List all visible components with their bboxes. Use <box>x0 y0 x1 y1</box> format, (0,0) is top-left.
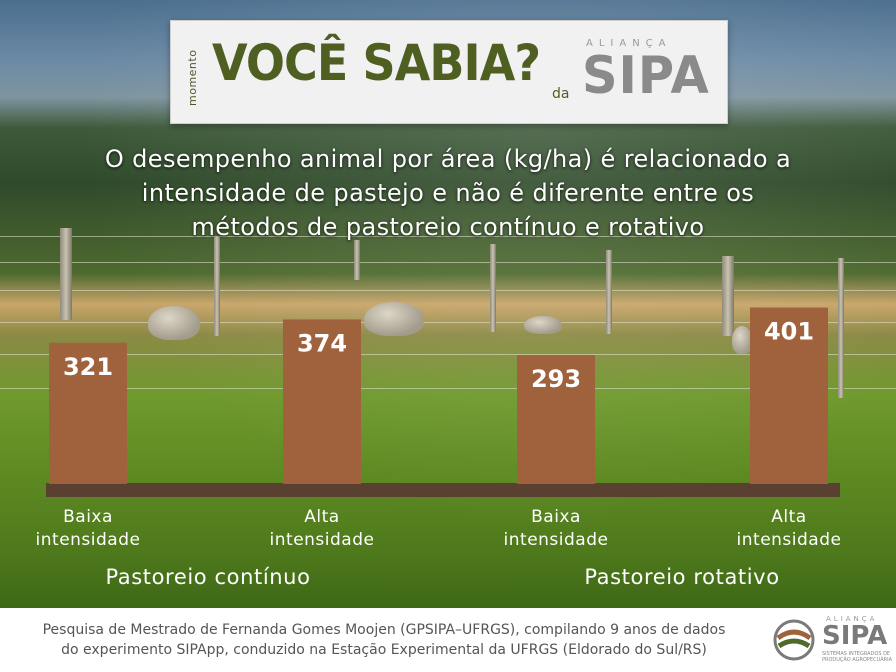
category-label-line1-0: Baixa <box>63 507 113 527</box>
rock <box>148 306 200 340</box>
footer: Pesquisa de Mestrado de Fernanda Gomes M… <box>0 608 896 672</box>
bars-group: 321 374 293 401 <box>49 307 828 484</box>
footer-sipa-logo: SIPA <box>822 621 888 651</box>
chart-subtitle: O desempenho animal por área (kg/ha) é r… <box>20 142 876 244</box>
fence-post <box>722 256 734 336</box>
bar-value-label-1: 374 <box>297 329 347 357</box>
footer-alianca-label: ALIANÇA <box>826 615 878 623</box>
rock <box>732 326 752 354</box>
bar-3 <box>750 307 828 484</box>
fence-wire <box>0 354 896 355</box>
title-da-label: da <box>552 86 570 102</box>
group-label-rotativo: Pastoreio rotativo <box>584 565 779 589</box>
group-label-continuo: Pastoreio contínuo <box>105 565 310 589</box>
footer-line-2: do experimento SIPApp, conduzido na Esta… <box>61 642 707 658</box>
subtitle-line: intensidade de pastejo e não é diferente… <box>141 179 755 207</box>
bar-value-label-0: 321 <box>63 353 113 381</box>
fence-post <box>606 250 612 334</box>
sipa-logo-icon <box>773 619 815 661</box>
category-label-line2-0: intensidade <box>36 530 141 550</box>
category-label-line1-2: Baixa <box>531 507 581 527</box>
fence-wire <box>0 388 896 389</box>
category-label-line2-2: intensidade <box>504 530 609 550</box>
fence-wire <box>0 322 896 323</box>
category-label-line2-3: intensidade <box>737 530 842 550</box>
category-label-line1-1: Alta <box>304 507 339 527</box>
page-title: VOCÊ SABIA? <box>212 34 541 92</box>
fence-post <box>354 240 360 280</box>
title-banner <box>170 20 728 124</box>
bar-2 <box>517 355 595 484</box>
category-labels: Baixa intensidade Alta intensidade Baixa inte… <box>36 507 842 550</box>
fence-post <box>490 244 496 332</box>
chart-baseline <box>46 483 840 497</box>
bar-value-label-2: 293 <box>531 365 581 393</box>
bar-0 <box>49 342 127 484</box>
category-label-line1-3: Alta <box>771 507 806 527</box>
bar-value-label-3: 401 <box>764 318 814 346</box>
rock <box>364 302 424 336</box>
category-label-line2-1: intensidade <box>270 530 375 550</box>
fence-post <box>214 236 220 336</box>
fence-wire <box>0 262 896 263</box>
brand-sipa-logo: SIPA <box>582 46 710 106</box>
bar-chart: 321 374 293 401 Baixa intensidade Alta intensi… <box>36 307 842 589</box>
footer-line-1: Pesquisa de Mestrado de Fernanda Gomes M… <box>42 622 726 638</box>
brand-alianca-label: ALIANÇA <box>586 38 672 49</box>
fence-post <box>838 258 844 398</box>
fence-wire <box>0 290 896 291</box>
footer-sipa-tagline: SISTEMAS INTEGRADOS DE PRODUÇÃO AGROPECU… <box>822 651 893 663</box>
fence-wire <box>0 236 896 237</box>
rock <box>524 316 562 334</box>
subtitle-line: O desempenho animal por área (kg/ha) é r… <box>104 145 792 173</box>
fence-post <box>60 228 72 320</box>
subtitle-line: métodos de pastoreio contínuo e rotativo <box>191 213 705 241</box>
footer-credit: Pesquisa de Mestrado de Fernanda Gomes M… <box>14 620 754 660</box>
bar-1 <box>283 319 361 484</box>
